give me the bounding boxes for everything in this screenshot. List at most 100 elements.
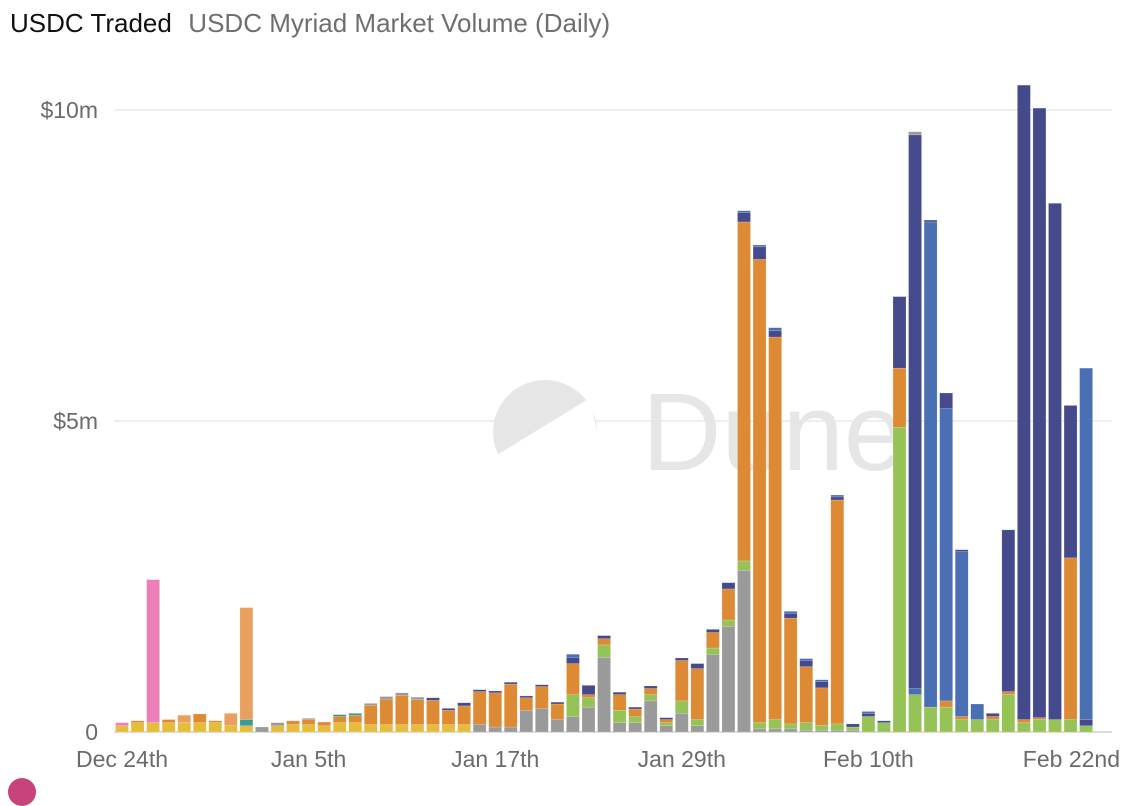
bar-segment-yellow (208, 722, 223, 733)
bar-segment-orange (286, 720, 300, 725)
bar-segment-navy (737, 212, 751, 223)
bar-segment-yellow (239, 725, 254, 733)
bar-stack (472, 689, 487, 733)
bar-stack (317, 721, 331, 733)
bar-segment-orange (706, 632, 720, 649)
bar-stack (721, 582, 736, 733)
bar-stack (597, 635, 611, 733)
bar-segment-green (643, 694, 658, 702)
bar-segment-gray (815, 729, 829, 733)
bar-segment-orange (472, 691, 487, 725)
bar-segment-navy (581, 685, 596, 695)
bar-segment-green (923, 706, 938, 733)
bar-segment-peach (224, 713, 238, 727)
bar-segment-orange (954, 716, 969, 720)
bar-stack (255, 726, 269, 733)
bar-segment-yellow (224, 725, 238, 733)
bar-segment-gray (255, 726, 269, 733)
bar-segment-orange (643, 688, 658, 695)
bar-stack (690, 663, 705, 733)
bar-segment-gray (566, 716, 580, 733)
bar-segment-blue (830, 494, 845, 498)
bar-segment-gray (675, 713, 689, 733)
bar-segment-green (690, 719, 705, 727)
bar-segment-navy (923, 219, 938, 223)
bar-segment-green (1079, 725, 1093, 733)
bar-segment-gray (737, 570, 751, 733)
bar-stack (224, 713, 238, 733)
bar-stack (566, 654, 580, 733)
bar-segment-navy (472, 689, 487, 692)
bar-segment-green (861, 716, 876, 733)
bar-segment-gray (830, 729, 845, 733)
bar-segment-gray (488, 726, 502, 733)
bar-segment-green (1048, 719, 1062, 733)
bar-segment-green (597, 644, 611, 658)
bar-segment-green (877, 722, 891, 733)
y-axis: 0 $5m $10m (40, 97, 98, 745)
bar-segment-blue (566, 654, 580, 658)
bar-segment-navy (566, 657, 580, 664)
bar-stack (815, 679, 829, 733)
x-tick-label: Jan 17th (451, 746, 539, 772)
bar-segment-gray (395, 692, 409, 696)
bar-segment-navy (628, 706, 642, 710)
x-tick-label: Jan 5th (271, 746, 346, 772)
bar-segment-orange (161, 719, 176, 723)
bar-segment-navy (1032, 107, 1047, 718)
bar-segment-navy (892, 296, 907, 369)
bar-segment-orange (830, 499, 845, 725)
bar-segment-navy (550, 701, 565, 705)
bar-segment-orange (752, 259, 767, 723)
bar-segment-yellow (130, 722, 145, 733)
bar-stack (115, 722, 129, 733)
bar-stack (332, 714, 347, 733)
bar-stack (986, 713, 1000, 733)
bar-segment-orange (426, 700, 440, 725)
bar-segment-orange (659, 719, 673, 723)
bar-segment-peach (177, 714, 191, 723)
bar-segment-orange (737, 221, 751, 562)
bar-segment-green (799, 722, 813, 731)
bar-segment-blue (1079, 367, 1093, 720)
bar-segment-gray (597, 657, 611, 733)
bar-segment-navy (1001, 529, 1016, 692)
bar-segment-orange (597, 638, 611, 646)
bar-segment-orange (690, 668, 705, 720)
bar-segment-gray (504, 726, 518, 733)
bar-stack (410, 696, 425, 733)
bar-segment-blue (783, 611, 798, 614)
chart-subtitle: USDC Myriad Market Volume (Daily) (188, 8, 611, 38)
x-tick-label: Feb 22nd (1023, 746, 1120, 772)
bar-segment-gray (364, 703, 378, 706)
bar-segment-navy (597, 635, 611, 639)
bar-segment-navy (752, 246, 767, 260)
bar-segment-green (612, 709, 627, 723)
avatar[interactable] (8, 778, 36, 806)
bar-segment-green (566, 694, 580, 717)
x-tick-label: Feb 10th (823, 746, 914, 772)
bar-stack (426, 697, 440, 733)
bar-segment-orange (488, 692, 502, 728)
x-axis: Dec 24th Jan 5th Jan 17th Jan 29th Feb 10th F… (76, 746, 1120, 772)
bar-segment-yellow (457, 724, 471, 733)
bar-segment-yellow (301, 724, 316, 733)
bar-segment-orange (986, 716, 1000, 720)
bar-segment-green (706, 647, 720, 655)
bar-stack (830, 494, 845, 733)
bar-segment-orange (130, 720, 145, 723)
bar-segment-gray (721, 626, 736, 733)
bar-stack (270, 722, 285, 733)
bar-segment-green (815, 724, 829, 731)
bar-stack (861, 711, 876, 733)
bar-stack (954, 549, 969, 733)
bar-segment-gray (643, 700, 658, 733)
bar-segment-navy (519, 695, 534, 699)
bar-segment-gray (581, 706, 596, 733)
bar-segment-gray (379, 696, 394, 700)
bar-stack (379, 696, 394, 733)
bar-segment-gray (410, 696, 425, 700)
bar-segment-yellow (270, 725, 285, 733)
bar-segment-teal (332, 714, 347, 717)
bar-stack (301, 718, 316, 733)
